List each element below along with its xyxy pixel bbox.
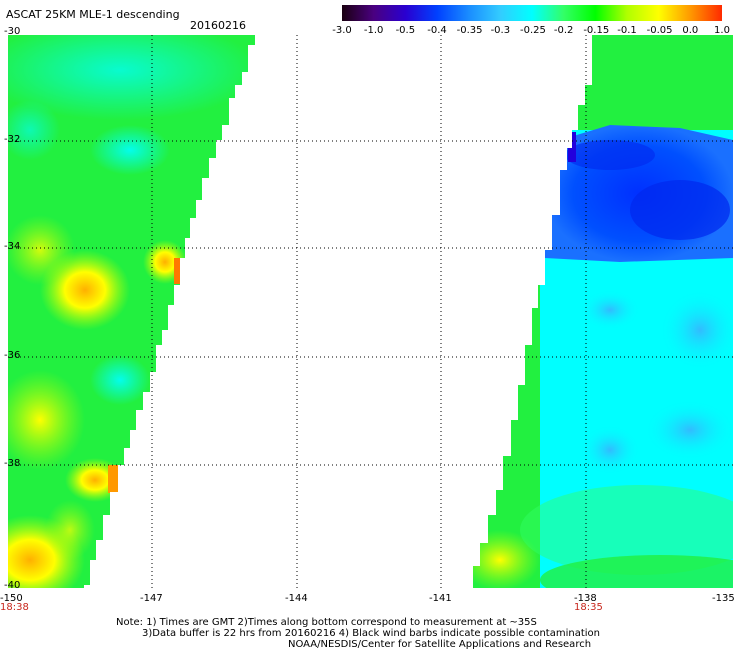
colorbar-label: -0.15 [583,25,610,36]
note-line-1: Note: 1) Times are GMT 2)Times along bot… [116,617,537,628]
x-label-138: -138 [574,593,597,604]
colorbar-label: -3.0 [332,25,352,36]
left-swath [8,35,255,588]
x-label-144: -144 [285,593,308,604]
y-label-34: -34 [4,241,21,252]
map-title: ASCAT 25KM MLE-1 descending [6,8,180,21]
map-date: 20160216 [190,19,246,32]
note-line-2: 3)Data buffer is 22 hrs from 20160216 4)… [142,628,600,639]
time-label-right: 18:35 [574,602,603,613]
y-label-36: -36 [4,350,21,361]
colorbar-label: -0.25 [520,25,546,36]
colorbar-label: -0.05 [646,25,673,36]
colorbar-label: -0.35 [456,25,483,36]
x-label-141: -141 [429,593,452,604]
colorbar-label: -0.1 [617,25,637,36]
colorbar-label: -0.2 [553,25,574,36]
colorbar-label: -1.0 [363,25,384,36]
x-label-150: -150 [0,593,23,604]
note-line-3: NOAA/NESDIS/Center for Satellite Applica… [288,639,592,650]
y-label-40: -40 [4,580,21,591]
colorbar-gradient [342,5,722,21]
grid-lines [8,35,733,588]
colorbar-label: -0.5 [395,25,416,36]
y-label-32: -32 [4,134,21,145]
right-swath [473,35,733,588]
colorbar [342,5,722,21]
x-label-135: -135 [712,593,735,604]
colorbar-label: 1.0 [714,25,730,36]
colorbar-label: -0.3 [490,25,511,36]
colorbar-label: 0.0 [682,25,699,36]
x-label-147: -147 [140,593,163,604]
y-label-30: -30 [4,26,21,37]
time-label-left: 18:38 [0,602,29,613]
colorbar-label: -0.4 [427,25,447,36]
y-label-38: -38 [4,458,21,469]
